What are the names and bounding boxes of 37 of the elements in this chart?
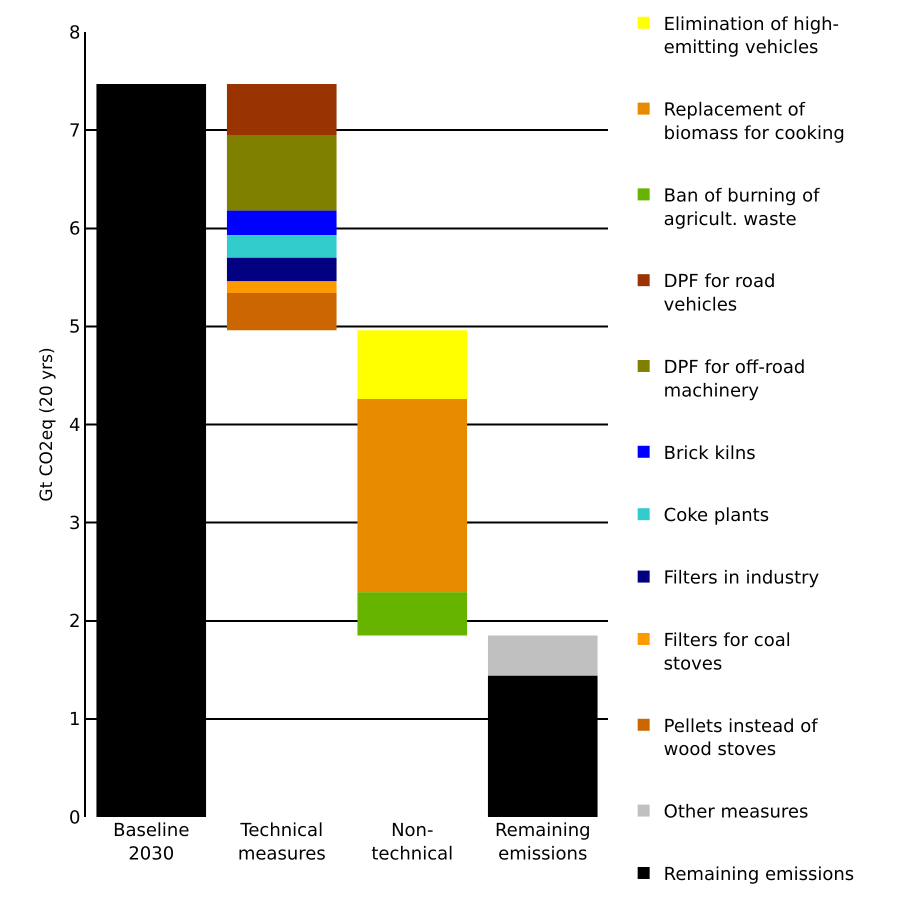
y-tick-label: 1 — [68, 709, 80, 730]
legend-label: Elimination of high-emitting vehicles — [664, 14, 840, 58]
x-tick-label: Baseline 2030 — [113, 820, 190, 864]
bar — [357, 592, 468, 636]
legend-label: Replacement of biomass for cooking — [664, 100, 845, 144]
legend-label: DPF for off-road machinery — [664, 357, 806, 402]
bar — [226, 281, 337, 294]
bar — [226, 235, 337, 258]
bar — [226, 210, 337, 236]
y-axis-title: Gt CO2eq (20 yrs) — [36, 347, 57, 502]
bar — [226, 293, 337, 330]
bar — [226, 258, 337, 282]
x-tick-label: Non-technical — [371, 820, 454, 864]
legend-label: Filters for coal stoves — [664, 630, 791, 674]
bar — [226, 84, 337, 136]
legend-label: Brick kilns — [664, 442, 756, 464]
y-tick-label: 4 — [68, 414, 80, 436]
y-tick-label: 7 — [68, 120, 80, 142]
bar — [357, 330, 468, 399]
legend-label: Other measures — [664, 802, 808, 823]
y-tick-label: 8 — [68, 22, 80, 44]
legend-label: DPF for road vehicles — [664, 271, 776, 316]
x-tick-label: Remaining emissions — [494, 820, 591, 864]
legend-label: Coke plants — [664, 505, 770, 526]
y-tick-label: 2 — [68, 611, 80, 632]
legend-label: Remaining emissions — [664, 864, 854, 885]
x-tick-label: Technical measures — [238, 820, 326, 864]
y-tick-label: 0 — [68, 807, 80, 828]
bar — [488, 635, 598, 676]
bar — [226, 135, 337, 211]
legend-label: Filters in industry — [664, 568, 820, 589]
y-tick-label: 5 — [68, 316, 80, 338]
y-tick-label: 3 — [68, 512, 80, 534]
legend-label: Pellets instead of wood stoves — [664, 716, 818, 760]
y-tick-label: 6 — [68, 218, 80, 240]
legend-label: Ban of burning of agricult. waste — [664, 185, 820, 230]
bar — [357, 398, 468, 592]
